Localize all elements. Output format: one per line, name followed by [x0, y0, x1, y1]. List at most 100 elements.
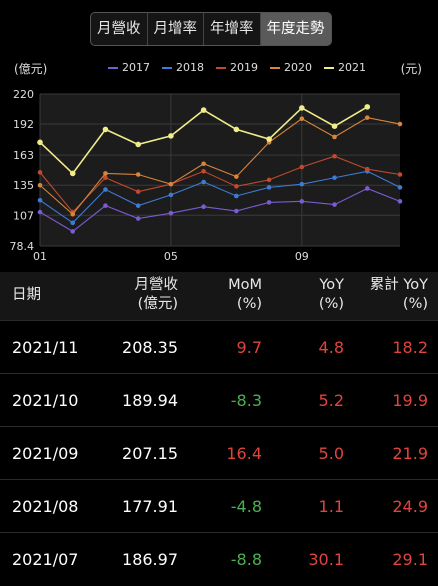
data-point-2017 — [364, 186, 370, 191]
data-point-2018 — [70, 220, 76, 226]
data-point-2018 — [201, 179, 206, 185]
data-point-2021 — [69, 170, 76, 177]
header-cumulative-yoy: 累計 YoY (%) — [370, 276, 428, 314]
cell-date: 2021/10 — [12, 391, 79, 410]
chart-legend: 2017 2018 2019 2020 2021 — [108, 61, 366, 74]
header-mom: MoM (%) — [228, 276, 262, 314]
cell-cumulative-yoy: 29.1 — [392, 550, 428, 569]
data-point-2017 — [168, 210, 174, 216]
legend-swatch — [162, 66, 172, 69]
table-row[interactable]: 2021/09 207.15 16.4 5.0 21.9 — [0, 426, 438, 480]
data-point-2020 — [168, 181, 174, 187]
data-point-2018 — [135, 203, 141, 208]
data-point-2021 — [266, 136, 272, 142]
data-point-2019 — [37, 170, 43, 175]
data-point-2020 — [135, 172, 141, 177]
data-point-2021 — [233, 126, 240, 133]
data-point-2019 — [364, 166, 370, 172]
legend-label: 2017 — [122, 61, 150, 74]
legend-label: 2020 — [284, 61, 312, 74]
legend-item: 2017 — [108, 61, 150, 74]
legend-item: 2021 — [324, 61, 366, 74]
header-yoy-line2: (%) — [318, 296, 344, 312]
chart-unit-right: (元) — [400, 62, 422, 76]
cell-mom: -8.8 — [230, 550, 262, 569]
revenue-trend-chart: 220 192 163 135 107 78.401 05 09 — [10, 88, 403, 263]
data-point-2019 — [299, 164, 305, 170]
legend-label: 2018 — [176, 61, 204, 74]
x-tick-label: 09 — [295, 250, 309, 263]
cell-mom: -8.3 — [230, 391, 262, 410]
data-point-2019 — [266, 177, 272, 183]
legend-swatch — [216, 66, 226, 69]
tab-bar: 月營收 月增率 年增率 年度走勢 — [90, 12, 332, 46]
data-point-2021 — [102, 126, 109, 133]
data-point-2017 — [299, 199, 305, 204]
data-point-2020 — [201, 161, 206, 167]
data-point-2020 — [332, 134, 337, 140]
data-point-2018 — [332, 175, 337, 181]
data-point-2018 — [37, 197, 43, 203]
header-cum-line1: 累計 YoY — [369, 277, 428, 293]
tab-monthly-revenue[interactable]: 月營收 — [91, 13, 148, 45]
data-point-2018 — [234, 193, 239, 199]
cell-cumulative-yoy: 21.9 — [392, 444, 428, 463]
legend-swatch — [324, 66, 334, 69]
data-point-2017 — [103, 203, 108, 208]
table-row[interactable]: 2021/07 186.97 -8.8 30.1 29.1 — [0, 532, 438, 586]
data-point-2017 — [332, 202, 337, 207]
cell-cumulative-yoy: 18.2 — [392, 338, 428, 357]
tab-annual-trend[interactable]: 年度走勢 — [260, 13, 331, 45]
legend-label: 2019 — [230, 61, 258, 74]
data-point-2017 — [397, 199, 403, 204]
cell-revenue: 207.15 — [122, 444, 178, 463]
chart-unit-left: (億元) — [14, 62, 48, 76]
y-tick-label: 107 — [13, 209, 34, 222]
data-point-2018 — [397, 185, 403, 190]
data-point-2017 — [201, 204, 206, 210]
data-point-2019 — [397, 172, 403, 177]
series-line-2019 — [39, 155, 401, 213]
data-point-2021 — [299, 105, 305, 111]
table-row[interactable]: 2021/10 189.94 -8.3 5.2 19.9 — [0, 373, 438, 427]
y-tick-label: 78.4 — [10, 240, 35, 253]
series-line-2020 — [39, 117, 401, 216]
tab-yoy-rate[interactable]: 年增率 — [204, 13, 261, 45]
data-point-2019 — [234, 184, 239, 189]
legend-item: 2020 — [270, 61, 312, 74]
data-point-2021 — [200, 107, 207, 113]
header-mom-line2: (%) — [236, 296, 262, 312]
cell-revenue: 189.94 — [122, 391, 178, 410]
data-point-2021 — [37, 139, 43, 146]
table-row[interactable]: 2021/11 208.35 9.7 4.8 18.2 — [0, 320, 438, 374]
data-point-2017 — [135, 216, 141, 221]
cell-yoy: 1.1 — [318, 497, 344, 516]
data-point-2021 — [135, 141, 141, 148]
table-row[interactable]: 2021/08 177.91 -4.8 1.1 24.9 — [0, 479, 438, 533]
header-date: 日期 — [12, 287, 41, 303]
data-point-2019 — [135, 189, 141, 194]
cell-yoy: 30.1 — [308, 550, 344, 569]
data-point-2021 — [168, 133, 174, 139]
cell-revenue: 186.97 — [122, 550, 178, 569]
cell-date: 2021/11 — [12, 338, 79, 357]
legend-label: 2021 — [338, 61, 366, 74]
data-point-2017 — [70, 229, 76, 234]
cell-revenue: 177.91 — [122, 497, 178, 516]
data-point-2018 — [168, 192, 174, 198]
table-header: 日期 月營收 (億元) MoM (%) YoY (%) 累計 YoY (%) — [0, 272, 438, 320]
header-revenue: 月營收 (億元) — [135, 276, 179, 314]
header-cum-line2: (%) — [402, 296, 428, 312]
data-point-2020 — [234, 174, 239, 179]
cell-mom: 9.7 — [236, 338, 262, 357]
cell-cumulative-yoy: 24.9 — [392, 497, 428, 516]
tab-mom-rate[interactable]: 月增率 — [148, 13, 204, 45]
cell-mom: 16.4 — [226, 444, 262, 463]
y-tick-label: 220 — [13, 88, 34, 101]
data-point-2017 — [37, 209, 43, 215]
cell-date: 2021/07 — [12, 550, 79, 569]
header-revenue-line1: 月營收 — [134, 277, 179, 293]
data-point-2021 — [364, 104, 371, 110]
data-point-2020 — [397, 121, 403, 127]
cell-yoy: 5.2 — [318, 391, 344, 410]
